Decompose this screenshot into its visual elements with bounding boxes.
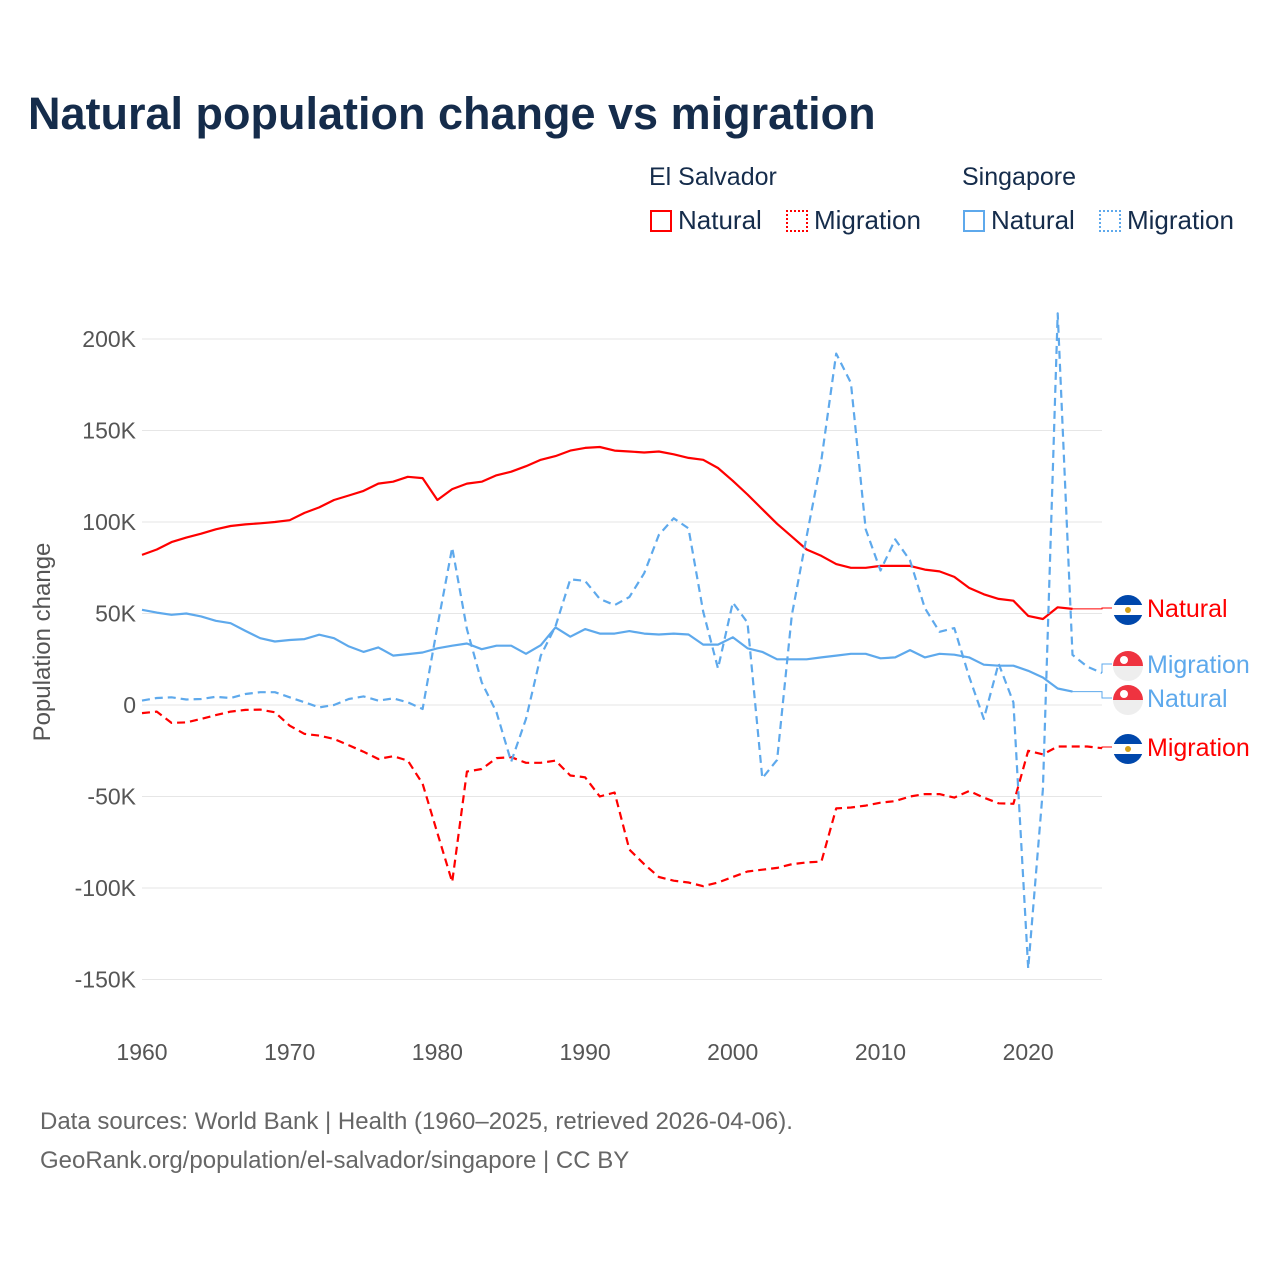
flag-part [1125,607,1131,613]
end-label: Migration [1147,651,1250,679]
el-salvador-flag-icon [1113,595,1143,625]
x-tick-label: 1990 [559,1039,610,1065]
y-tick-label: 200K [82,326,136,352]
y-tick-label: 50K [95,601,137,627]
singapore-flag-icon [1113,685,1143,715]
legend-label: Migration [1127,205,1234,235]
end-label-connector [1072,607,1112,610]
legend-item-el-salvador-migration[interactable]: Migration [786,205,921,236]
y-tick-label: -50K [87,784,136,810]
y-tick-label: -150K [75,967,137,993]
end-label: Natural [1147,595,1228,623]
x-tick-label: 1980 [412,1039,463,1065]
end-label-connector [1101,746,1112,749]
flag-part [1120,690,1128,698]
y-tick-label: 150K [82,418,136,444]
flag-part [1125,746,1131,752]
y-tick-label: 100K [82,509,136,535]
end-label-connector [1072,691,1112,699]
end-label-connector [1101,663,1112,673]
legend-label: Natural [678,205,762,235]
legend-group-singapore: Singapore [962,163,1076,191]
flag-part [1113,651,1143,666]
legend-item-singapore-natural[interactable]: Natural [963,205,1075,236]
legend-item-singapore-migration[interactable]: Migration [1099,205,1234,236]
x-tick-label: 2010 [855,1039,906,1065]
singapore-flag-icon [1113,651,1143,681]
x-tick-label: 2020 [1003,1039,1054,1065]
series-line-el-salvador-migration [141,708,1103,888]
flag-part [1113,685,1143,700]
legend-swatch-solid-blue [963,209,985,232]
series-line-singapore-natural [141,608,1073,693]
footer-link[interactable]: GeoRank.org/population/el-salvador/singa… [40,1147,630,1174]
x-tick-label: 1970 [264,1039,315,1065]
end-label: Natural [1147,685,1228,713]
legend-label: Migration [814,205,921,235]
footer-sources: Data sources: World Bank | Health (1960–… [40,1108,793,1135]
y-axis-label: Population change [29,543,56,742]
end-label: Migration [1147,734,1250,762]
legend-swatch-dotted-red [786,209,808,232]
legend-item-el-salvador-natural[interactable]: Natural [650,205,762,236]
chart-title: Natural population change vs migration [28,88,876,139]
y-tick-label: -100K [75,875,137,901]
flag-part [1120,656,1128,664]
legend-group-el-salvador: El Salvador [649,163,777,191]
series-line-singapore-migration [141,312,1103,970]
el-salvador-flag-icon [1113,734,1143,764]
legend-swatch-dotted-blue [1099,209,1121,232]
x-tick-label: 1960 [116,1039,167,1065]
legend-label: Natural [991,205,1075,235]
legend-swatch-solid-red [650,209,672,232]
x-tick-label: 2000 [707,1039,758,1065]
y-tick-label: 0 [123,692,136,718]
series-line-el-salvador-natural [141,445,1073,621]
